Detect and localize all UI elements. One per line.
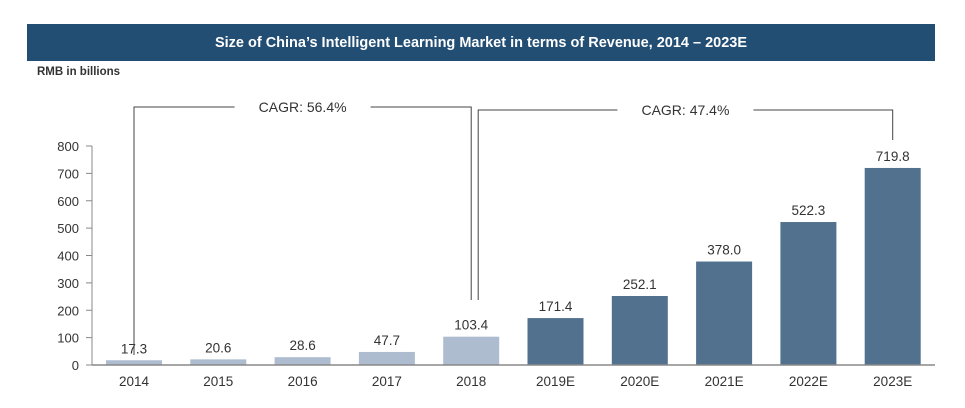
bar-2017 <box>358 351 415 365</box>
bar-2019E <box>527 318 584 365</box>
data-label: 28.6 <box>289 338 315 353</box>
x-tick-label: 2015 <box>203 374 233 389</box>
x-tick-label: 2014 <box>119 374 150 389</box>
y-tick-label: 300 <box>57 276 79 291</box>
bar-2018 <box>443 336 500 365</box>
cagr-bracket-right <box>753 109 894 140</box>
chart-title: Size of China’s Intelligent Learning Mar… <box>27 24 935 61</box>
y-tick-label: 100 <box>57 331 79 346</box>
y-tick-label: 400 <box>57 249 79 264</box>
x-tick-label: 2019E <box>536 374 575 389</box>
cagr-label: CAGR: 56.4% <box>259 99 347 115</box>
bar-2016 <box>274 357 331 365</box>
bar-2023E <box>864 167 921 365</box>
y-tick-label: 0 <box>72 358 79 373</box>
cagr-label: CAGR: 47.4% <box>641 102 729 118</box>
x-tick-label: 2023E <box>873 374 912 389</box>
y-axis-unit-label: RMB in billions <box>37 66 121 78</box>
cagr-bracket-left <box>133 106 235 355</box>
x-tick-label: 2020E <box>620 374 659 389</box>
data-label: 20.6 <box>205 340 231 355</box>
y-tick-label: 800 <box>57 139 79 154</box>
y-tick-label: 600 <box>57 194 79 209</box>
data-label: 719.8 <box>876 149 910 164</box>
cagr-bracket-left <box>477 109 618 300</box>
data-label: 171.4 <box>539 299 573 314</box>
data-label: 378.0 <box>707 243 741 258</box>
x-tick-label: 2018 <box>456 374 486 389</box>
x-tick-label: 2016 <box>288 374 318 389</box>
x-tick-label: 2022E <box>789 374 828 389</box>
bar-2014 <box>106 360 162 365</box>
data-label: 103.4 <box>454 318 488 333</box>
cagr-bracket-right <box>370 106 472 300</box>
bar-2021E <box>696 261 753 365</box>
y-tick-label: 200 <box>57 303 79 318</box>
data-label: 522.3 <box>792 203 826 218</box>
data-label: 252.1 <box>623 277 657 292</box>
bar-2015 <box>190 359 247 365</box>
x-tick-label: 2017 <box>372 374 402 389</box>
bar-2022E <box>780 222 837 365</box>
y-tick-label: 500 <box>57 221 79 236</box>
x-tick-label: 2021E <box>705 374 744 389</box>
data-label: 47.7 <box>374 333 400 348</box>
y-tick-label: 700 <box>57 166 79 181</box>
bar-2020E <box>611 295 668 365</box>
